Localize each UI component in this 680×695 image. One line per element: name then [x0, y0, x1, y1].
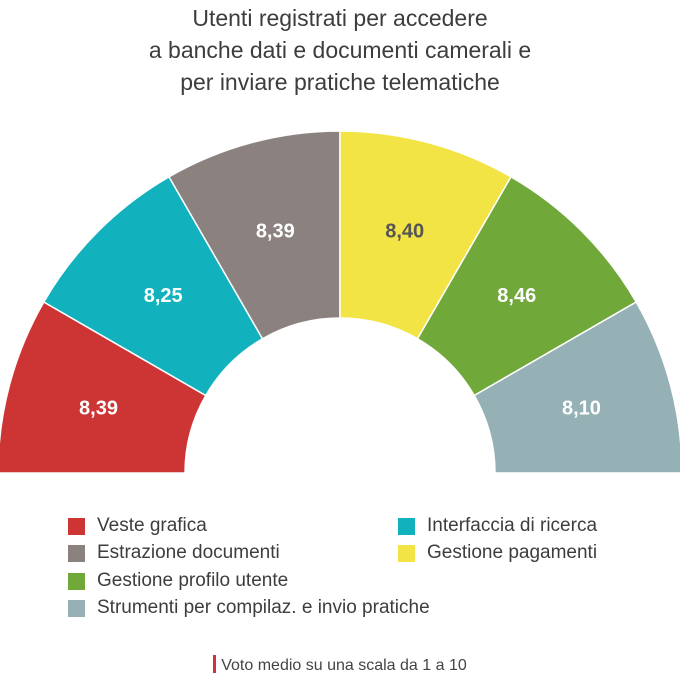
legend-swatch: [398, 544, 415, 562]
slice-value-label-4: 8,40: [385, 221, 424, 243]
half-donut-chart: 8,39 8,25 8,39 8,40 8,46 8,10: [0, 130, 680, 474]
footnote-marker: [213, 655, 217, 673]
legend-swatch: [68, 572, 85, 590]
slice-value-label-1: 8,39: [79, 397, 118, 419]
legend-item-3: Estrazione documenti: [68, 540, 280, 566]
legend-label: Interfaccia di ricerca: [427, 515, 598, 536]
legend-label: Veste grafica: [97, 515, 207, 536]
legend-label: Estrazione documenti: [97, 542, 280, 563]
slice-value-label-5: 8,46: [497, 285, 536, 307]
legend-item-5: Gestione profilo utente: [68, 568, 288, 594]
legend-swatch: [68, 544, 85, 562]
legend-item-1: Veste grafica: [68, 513, 207, 539]
chart-footnote: Voto medio su una scala da 1 a 10: [0, 655, 680, 675]
slice-value-label-3: 8,39: [256, 221, 295, 243]
legend-item-6: Strumenti per compilaz. e invio pratiche: [68, 595, 430, 621]
chart-title: Utenti registrati per accedere a banche …: [0, 2, 680, 98]
legend-label: Strumenti per compilaz. e invio pratiche: [97, 597, 430, 618]
slice-value-label-6: 8,10: [562, 397, 601, 419]
slice-6: [473, 300, 680, 474]
chart-title-line-2: a banche dati e documenti camerali e: [148, 37, 532, 63]
legend-item-4: Gestione pagamenti: [398, 540, 597, 566]
chart-title-line-1: Utenti registrati per accedere: [192, 5, 488, 31]
footnote-text: Voto medio su una scala da 1 a 10: [221, 657, 467, 674]
legend-swatch: [68, 599, 85, 617]
legend-item-2: Interfaccia di ricerca: [398, 513, 597, 539]
legend-label: Gestione pagamenti: [427, 542, 598, 563]
legend-swatch: [398, 517, 415, 535]
chart-title-line-3: per inviare pratiche telematiche: [180, 69, 500, 95]
slice-value-label-2: 8,25: [144, 285, 183, 307]
legend-label: Gestione profilo utente: [97, 570, 289, 591]
legend-swatch: [68, 517, 85, 535]
